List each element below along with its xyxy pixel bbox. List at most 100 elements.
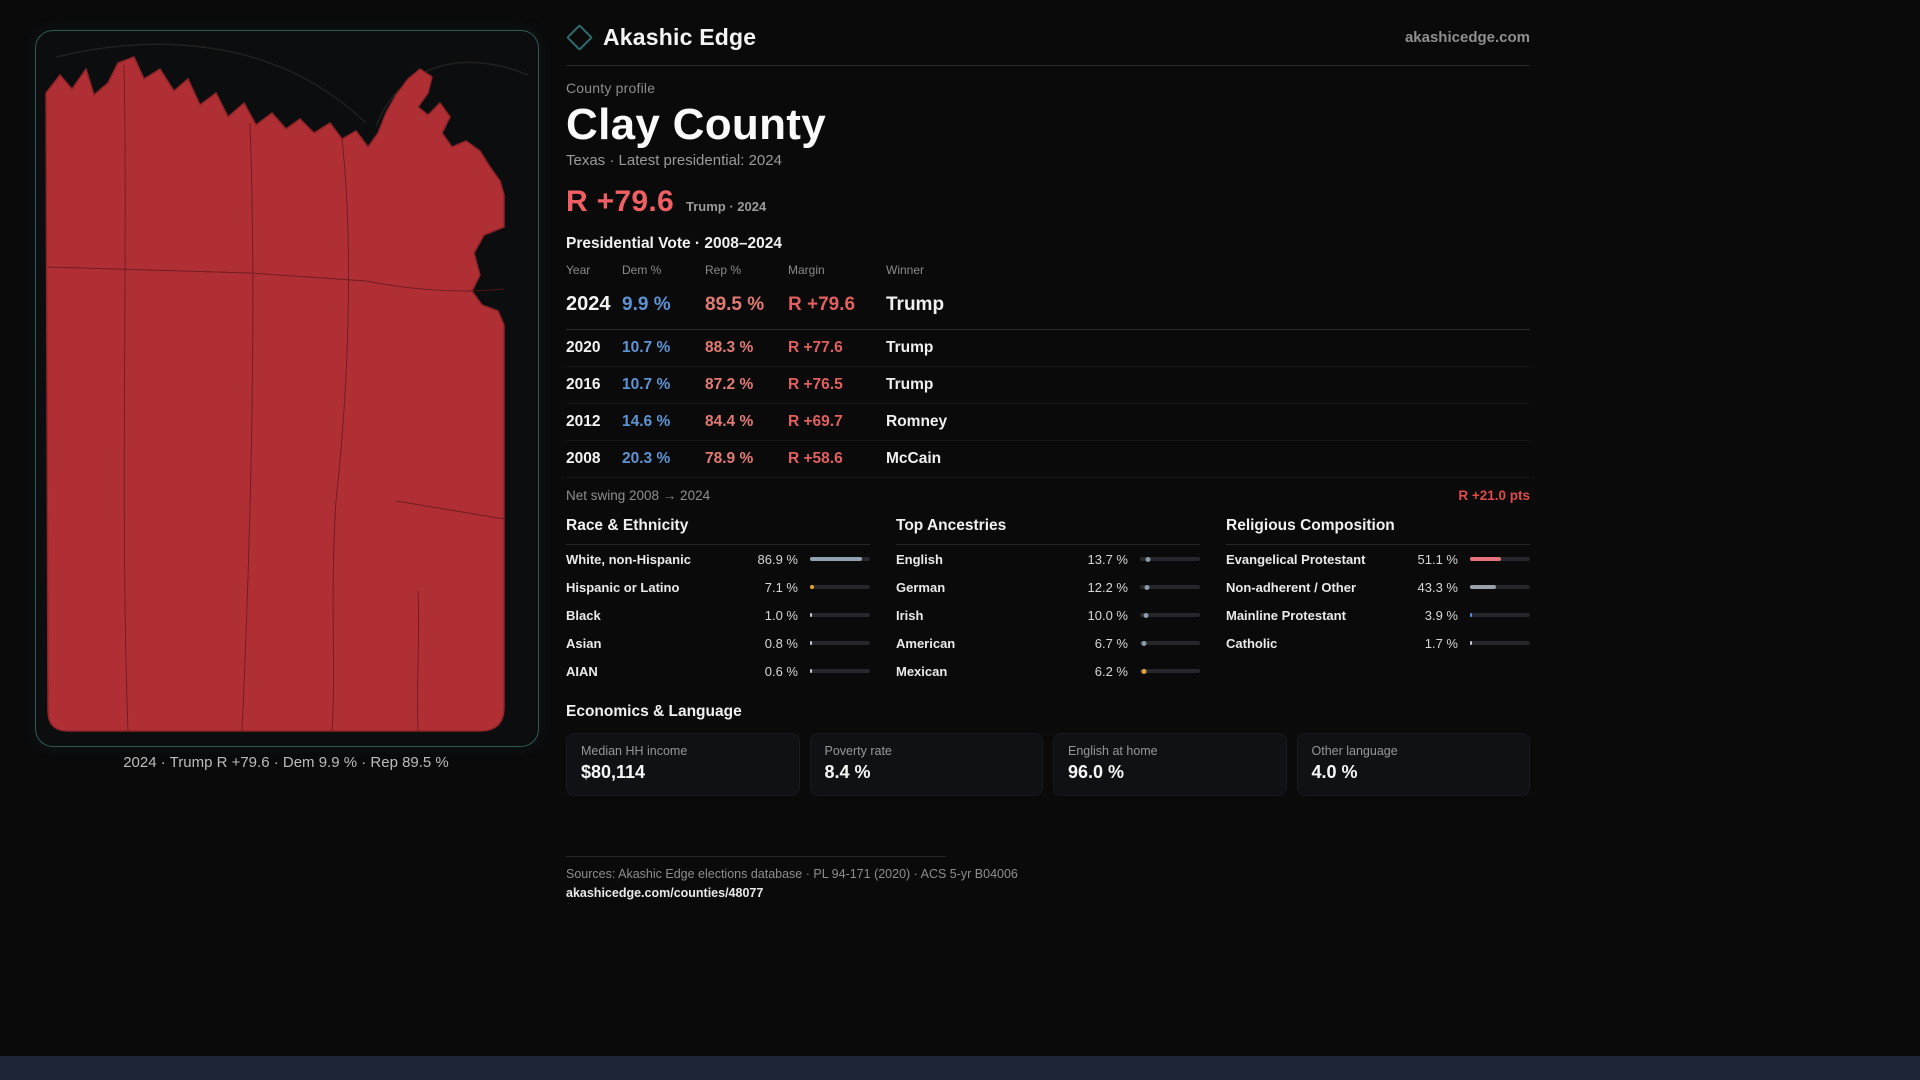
stat-label: Mexican xyxy=(896,663,948,679)
dem-cell: 20.3 % xyxy=(622,450,671,467)
page-footer: Sources: Akashic Edge elections database… xyxy=(566,856,1530,900)
stat-value: 51.1 % xyxy=(1417,551,1458,567)
footer-divider xyxy=(566,856,946,857)
winner-cell: Trump xyxy=(886,376,934,393)
margin-cell: R +58.6 xyxy=(788,450,843,467)
stat-card: English at home 96.0 % xyxy=(1053,733,1287,796)
vote-table-body: 2024 9.9 % 89.5 % R +79.6 Trump 2020 10.… xyxy=(566,282,1530,478)
brand-diamond-icon xyxy=(566,24,593,51)
stat-value: 10.0 % xyxy=(1087,607,1128,623)
county-internal-boundaries xyxy=(47,64,505,732)
stat-label: Non-adherent / Other xyxy=(1226,579,1357,595)
rep-cell: 78.9 % xyxy=(705,450,754,467)
stat-row: Evangelical Protestant 51.1 % xyxy=(1226,545,1530,573)
stat-card: Poverty rate 8.4 % xyxy=(809,733,1043,796)
stat-card-value: 8.4 % xyxy=(824,762,871,782)
stat-bar-track xyxy=(1470,585,1530,589)
margin-cell: R +77.6 xyxy=(788,339,843,356)
neighbor-boundaries xyxy=(55,43,529,128)
vote-table-row: 2012 14.6 % 84.4 % R +69.7 Romney xyxy=(566,404,1530,441)
permalink-link[interactable]: akashicedge.com/counties/48077 xyxy=(566,886,764,900)
stat-row: Irish 10.0 % xyxy=(896,601,1200,629)
bottom-bar xyxy=(0,1056,1920,1080)
winner-cell: Trump xyxy=(886,294,945,315)
stat-value: 0.6 % xyxy=(764,663,798,679)
sources-text: Sources: Akashic Edge elections database… xyxy=(566,867,1018,881)
stat-label: Mainline Protestant xyxy=(1226,607,1346,623)
vote-table-title: Presidential Vote · 2008–2024 xyxy=(566,235,782,252)
economics-cards: Median HH income $80,114 Poverty rate 8.… xyxy=(566,733,1530,796)
stat-value: 12.2 % xyxy=(1087,579,1128,595)
margin-cell: R +69.7 xyxy=(788,413,843,430)
stat-value: 86.9 % xyxy=(757,551,798,567)
stat-label: Hispanic or Latino xyxy=(566,579,680,595)
stat-label: American xyxy=(896,635,956,651)
stat-row: Non-adherent / Other 43.3 % xyxy=(1226,573,1530,601)
stat-card-label: Poverty rate xyxy=(824,744,892,758)
col-margin: Margin xyxy=(788,263,825,277)
county-map-svg xyxy=(45,43,529,732)
stat-bar-track xyxy=(1140,640,1200,646)
stat-bar-fill xyxy=(810,641,812,645)
stat-bar-fill xyxy=(810,557,863,561)
stat-bar-track xyxy=(810,641,870,645)
winner-cell: McCain xyxy=(886,450,942,467)
stat-bar-fill xyxy=(810,669,812,673)
demo-section-title: Top Ancestries xyxy=(896,517,1200,545)
rep-cell: 88.3 % xyxy=(705,339,754,356)
stat-value: 1.0 % xyxy=(764,607,798,623)
stat-card: Other language 4.0 % xyxy=(1296,733,1530,796)
winner-cell: Trump xyxy=(886,339,934,356)
demo-rows: English 13.7 % German 12.2 % Irish 10.0 … xyxy=(896,545,1200,685)
economics-title: Economics & Language xyxy=(566,703,742,720)
stat-bar-track xyxy=(1140,612,1200,618)
stat-bar-fill xyxy=(1143,612,1149,618)
stat-value: 0.8 % xyxy=(764,635,798,651)
dem-cell: 9.9 % xyxy=(622,294,671,315)
stat-bar-track xyxy=(810,585,870,589)
site-link[interactable]: akashicedge.com xyxy=(1404,29,1530,46)
stat-row: Mainline Protestant 3.9 % xyxy=(1226,601,1530,629)
stat-label: Catholic xyxy=(1226,635,1278,651)
dem-cell: 10.7 % xyxy=(622,376,671,393)
page-title: Clay County xyxy=(566,100,826,149)
stat-bar-fill xyxy=(1141,640,1147,646)
stat-bar-track xyxy=(1470,641,1530,645)
headline-margin: R +79.6 xyxy=(566,185,675,218)
vote-table-row: 2020 10.7 % 88.3 % R +77.6 Trump xyxy=(566,330,1530,367)
year-cell: 2020 xyxy=(566,339,601,356)
col-year: Year xyxy=(566,263,591,277)
stat-bar-fill xyxy=(1144,584,1150,590)
net-swing-row: Net swing 2008 → 2024 R +21.0 pts xyxy=(566,478,1530,503)
stat-row: English 13.7 % xyxy=(896,545,1200,573)
vote-table-row: 2016 10.7 % 87.2 % R +76.5 Trump xyxy=(566,367,1530,404)
col-dem: Dem % xyxy=(622,263,662,277)
col-winner: Winner xyxy=(886,263,925,277)
page-header: Akashic Edge akashicedge.com xyxy=(566,24,1530,66)
stat-row: AIAN 0.6 % xyxy=(566,657,870,685)
dem-cell: 14.6 % xyxy=(622,413,671,430)
net-swing-label: Net swing 2008 → 2024 xyxy=(566,488,711,503)
stat-card-label: English at home xyxy=(1068,744,1158,758)
year-cell: 2016 xyxy=(566,376,601,393)
vote-table-row: 2024 9.9 % 89.5 % R +79.6 Trump xyxy=(566,282,1530,330)
stat-card-label: Other language xyxy=(1311,744,1398,758)
stat-value: 6.2 % xyxy=(1094,663,1128,679)
stat-row: American 6.7 % xyxy=(896,629,1200,657)
demo-section-title: Religious Composition xyxy=(1226,517,1530,545)
stat-label: Evangelical Protestant xyxy=(1226,551,1366,567)
stat-bar-fill xyxy=(1470,557,1501,561)
stat-label: English xyxy=(896,551,943,567)
demo-section: Top Ancestries English 13.7 % German 12.… xyxy=(896,517,1200,685)
stat-card-value: $80,114 xyxy=(581,762,646,782)
stat-row: Mexican 6.2 % xyxy=(896,657,1200,685)
demo-rows: Evangelical Protestant 51.1 % Non-adhere… xyxy=(1226,545,1530,657)
stat-label: Black xyxy=(566,607,601,623)
rep-cell: 84.4 % xyxy=(705,413,754,430)
stat-value: 6.7 % xyxy=(1094,635,1128,651)
winner-cell: Romney xyxy=(886,413,948,430)
stat-label: German xyxy=(896,579,946,595)
dem-cell: 10.7 % xyxy=(622,339,671,356)
year-cell: 2012 xyxy=(566,413,601,430)
stat-row: German 12.2 % xyxy=(896,573,1200,601)
